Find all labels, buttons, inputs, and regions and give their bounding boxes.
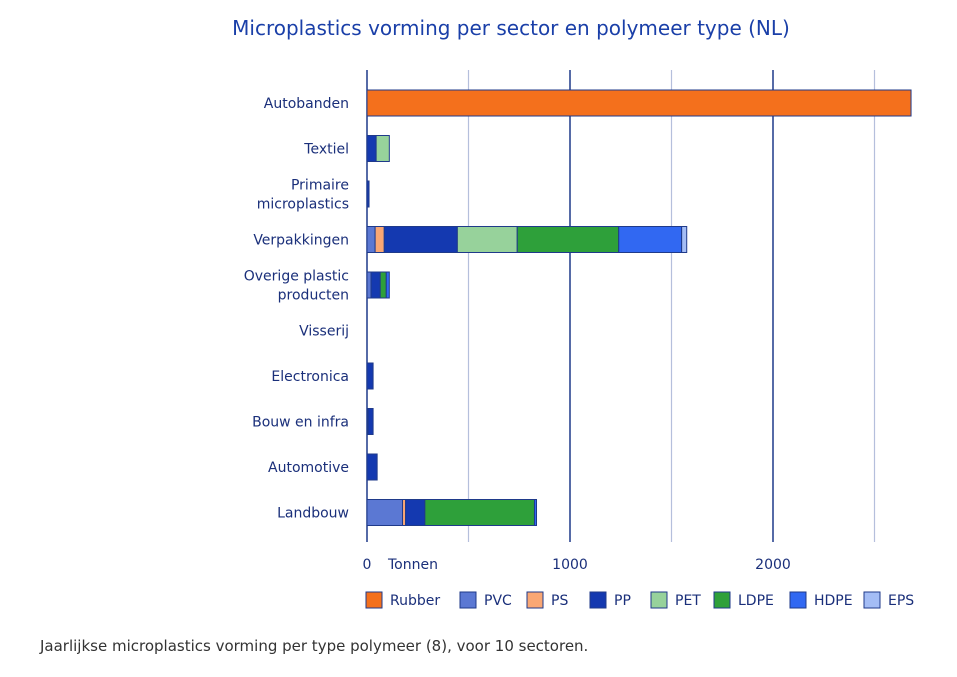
bar-pvc — [366, 226, 376, 253]
x-tick-label: 1000 — [552, 557, 588, 573]
bar-ps — [374, 226, 385, 253]
category-label: Automotive — [268, 460, 349, 476]
legend-swatch-pp — [589, 591, 607, 609]
chart: Microplastics vorming per sector en poly… — [232, 16, 914, 609]
bar-rubber — [366, 89, 912, 117]
caption: Jaarlijkse microplastics vorming per typ… — [40, 637, 589, 655]
legend-swatch-ps — [526, 591, 544, 609]
legend-swatch-hdpe — [789, 591, 807, 609]
bar-pp — [366, 135, 377, 162]
legend-label: PET — [675, 593, 701, 609]
x-tick-label: 0 — [363, 557, 372, 573]
legend-swatch-ldpe — [713, 591, 731, 609]
x-tick-label: 2000 — [755, 557, 791, 573]
bar-pp — [383, 226, 458, 253]
bar-pp — [405, 499, 426, 526]
bar-ldpe — [379, 271, 387, 299]
bar-hdpe — [533, 499, 538, 526]
category-label: microplastics — [257, 197, 349, 213]
category-label: Bouw en infra — [252, 415, 349, 431]
category-label: Textiel — [303, 142, 349, 158]
category-label: Electronica — [271, 369, 349, 385]
category-label: Landbouw — [277, 506, 349, 522]
bar-pp — [370, 271, 381, 299]
chart-title: Microplastics vorming per sector en poly… — [232, 16, 790, 40]
legend-label: Rubber — [390, 593, 440, 609]
bar-pet — [456, 226, 518, 253]
bar-pp — [366, 180, 370, 208]
bar-hdpe — [618, 226, 683, 253]
legend-label: PVC — [484, 593, 512, 609]
bar-pp — [366, 453, 378, 481]
legend-label: EPS — [888, 593, 914, 609]
legend-swatch-eps — [863, 591, 881, 609]
legend-label: LDPE — [738, 593, 774, 609]
legend-label: PP — [614, 593, 631, 609]
category-label: Autobanden — [264, 96, 349, 112]
legend-label: HDPE — [814, 593, 853, 609]
category-label: Primaire — [291, 178, 349, 194]
x-axis-label: Tonnen — [387, 557, 438, 573]
legend-swatch-pet — [650, 591, 668, 609]
category-label: Visserij — [299, 324, 349, 340]
bar-pet — [375, 135, 390, 162]
bar-pvc — [366, 499, 404, 526]
category-label: producten — [278, 288, 349, 304]
bar-hdpe — [385, 271, 390, 299]
legend-swatch-rubber — [365, 591, 383, 609]
bar-pp — [366, 362, 374, 390]
bar-ldpe — [424, 499, 535, 526]
category-label: Verpakkingen — [253, 233, 349, 249]
legend-swatch-pvc — [459, 591, 477, 609]
category-label: Overige plastic — [244, 269, 349, 285]
bar-ldpe — [516, 226, 620, 253]
bar-eps — [681, 226, 688, 253]
bar-pp — [367, 408, 374, 435]
bar-pvc — [366, 271, 372, 299]
legend-label: PS — [551, 593, 568, 609]
